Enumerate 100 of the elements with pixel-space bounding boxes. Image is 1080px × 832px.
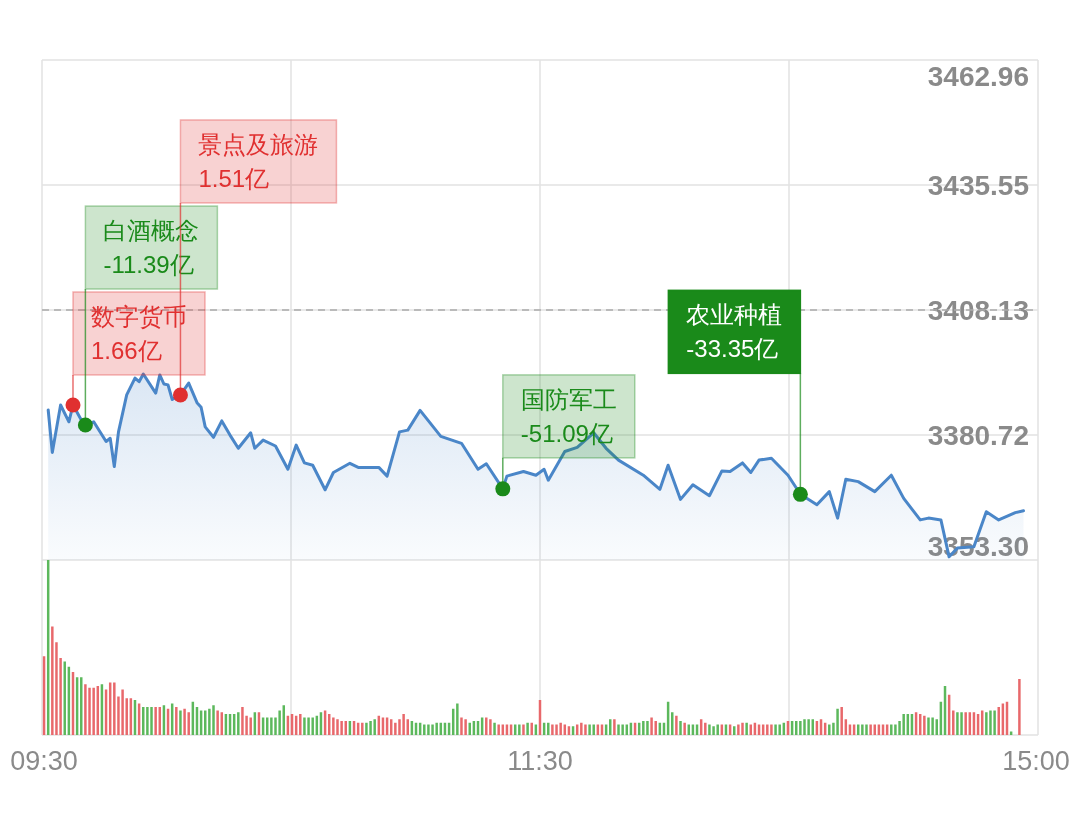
- bar: [307, 717, 310, 735]
- bar: [402, 714, 405, 735]
- bar: [588, 724, 591, 735]
- bar: [431, 724, 434, 735]
- bar: [931, 717, 934, 735]
- bar: [621, 724, 624, 735]
- bar: [489, 719, 492, 735]
- bar: [365, 722, 368, 735]
- bar: [989, 710, 992, 735]
- bar: [559, 722, 562, 735]
- bar: [993, 710, 996, 735]
- bar: [985, 712, 988, 735]
- bar: [840, 707, 843, 735]
- bar: [960, 712, 963, 735]
- bar: [241, 707, 244, 735]
- bar: [460, 717, 463, 735]
- bar: [890, 724, 893, 735]
- bar: [208, 708, 211, 735]
- bar: [84, 684, 87, 735]
- bar: [369, 721, 372, 735]
- bar: [88, 687, 91, 735]
- bar: [311, 717, 314, 735]
- bar: [493, 722, 496, 735]
- bar: [741, 722, 744, 735]
- bar: [249, 717, 252, 735]
- bar: [766, 724, 769, 735]
- bar: [237, 712, 240, 735]
- bar: [551, 724, 554, 735]
- bar: [394, 722, 397, 735]
- bar: [679, 721, 682, 735]
- bar: [150, 707, 153, 735]
- y-tick-label: 3408.13: [927, 295, 1029, 326]
- bar: [332, 717, 335, 735]
- bar: [51, 626, 54, 735]
- bar: [778, 724, 781, 735]
- bar: [154, 707, 157, 735]
- bar: [423, 724, 426, 735]
- bar: [646, 721, 649, 735]
- bar: [704, 722, 707, 735]
- x-tick-label: 11:30: [507, 746, 573, 776]
- bar: [113, 682, 116, 735]
- bar: [774, 724, 777, 735]
- bar: [952, 710, 955, 735]
- bar: [278, 710, 281, 735]
- bar: [456, 703, 459, 735]
- bar: [712, 726, 715, 735]
- y-tick-label: 3435.55: [927, 169, 1029, 201]
- bar: [530, 722, 533, 735]
- bar: [828, 724, 831, 735]
- x-tick-label: 15:00: [1002, 746, 1070, 776]
- y-tick-label: 3462.96: [927, 61, 1029, 92]
- bar: [956, 712, 959, 735]
- bar: [584, 724, 587, 735]
- y-tick-label: 3380.72: [927, 419, 1029, 451]
- bar: [340, 721, 343, 735]
- x-tick-label: 09:30: [10, 746, 78, 776]
- bar: [803, 719, 806, 735]
- bar: [964, 712, 967, 735]
- bar: [427, 724, 430, 735]
- bar: [708, 724, 711, 735]
- bar: [675, 715, 678, 735]
- bar: [179, 710, 182, 735]
- bar: [861, 724, 864, 735]
- bar: [270, 717, 273, 735]
- bar: [212, 705, 215, 735]
- bar: [613, 719, 616, 735]
- bar: [80, 677, 83, 735]
- bar: [580, 722, 583, 735]
- bar: [865, 724, 868, 735]
- bar: [923, 715, 926, 735]
- annotation: 景点及旅游 1.51亿: [198, 130, 319, 192]
- bar: [299, 714, 302, 735]
- bar: [464, 719, 467, 735]
- bar: [737, 724, 740, 735]
- bar: [869, 724, 872, 735]
- bar: [547, 722, 550, 735]
- bar: [894, 724, 897, 735]
- bar: [799, 721, 802, 735]
- bar: [435, 722, 438, 735]
- bar: [373, 719, 376, 735]
- bar: [361, 722, 364, 735]
- bar: [187, 712, 190, 735]
- bar: [522, 724, 525, 735]
- bar: [683, 722, 686, 735]
- bar: [555, 724, 558, 735]
- bar: [650, 717, 653, 735]
- bar: [716, 724, 719, 735]
- bar: [63, 661, 66, 735]
- bar: [216, 710, 219, 735]
- bar: [183, 708, 186, 735]
- bar: [146, 707, 149, 735]
- bar: [745, 722, 748, 735]
- bar: [526, 722, 529, 735]
- bar: [770, 724, 773, 735]
- bar: [902, 714, 905, 735]
- bar: [654, 721, 657, 735]
- bar: [485, 717, 488, 735]
- bar: [807, 719, 810, 735]
- bar: [592, 724, 595, 735]
- bar: [927, 717, 930, 735]
